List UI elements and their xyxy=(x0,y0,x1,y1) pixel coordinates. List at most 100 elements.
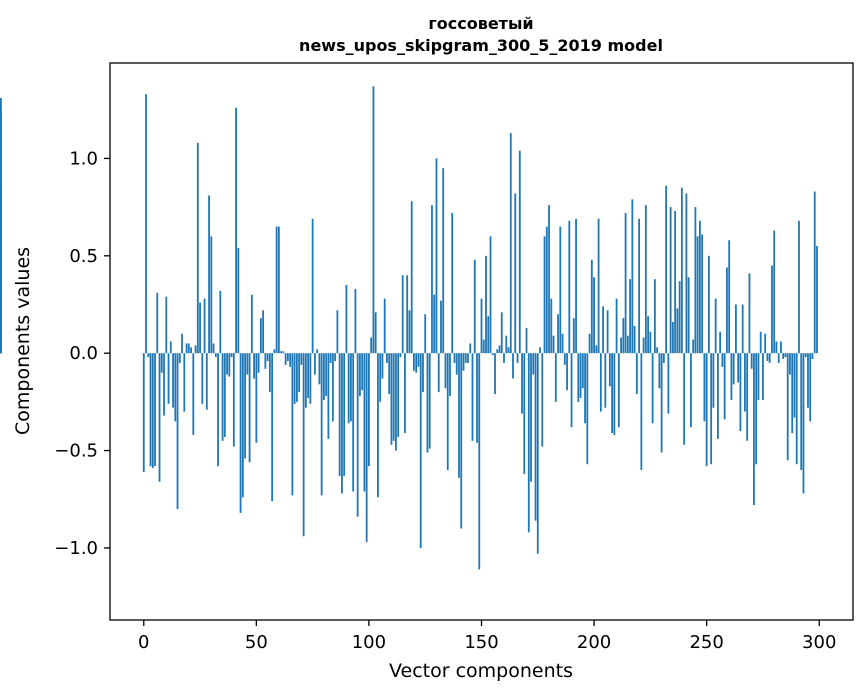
bar xyxy=(566,353,568,391)
bar xyxy=(491,353,494,356)
bar xyxy=(732,353,735,385)
bar xyxy=(455,353,458,375)
bar xyxy=(298,353,301,393)
bar xyxy=(377,353,379,498)
bar xyxy=(334,353,337,361)
bar xyxy=(338,353,341,476)
bar xyxy=(473,259,476,354)
bar xyxy=(428,353,431,449)
bar xyxy=(208,195,210,354)
bar xyxy=(656,347,659,354)
bar xyxy=(201,353,204,404)
bar xyxy=(577,353,580,402)
bar xyxy=(329,353,332,363)
bar xyxy=(413,353,415,371)
bar xyxy=(478,353,481,570)
bar xyxy=(174,353,177,422)
bar xyxy=(487,316,490,354)
bar xyxy=(386,353,388,363)
bar xyxy=(451,212,454,354)
bar xyxy=(460,353,463,529)
bar xyxy=(318,353,321,385)
bar xyxy=(764,333,767,354)
bar xyxy=(584,353,586,424)
bar xyxy=(433,294,436,354)
bar xyxy=(514,193,517,354)
bar xyxy=(568,220,571,354)
bar xyxy=(532,353,535,375)
bar xyxy=(771,265,773,354)
bar xyxy=(145,94,147,354)
bar xyxy=(674,211,677,354)
bar xyxy=(293,353,296,404)
bar xyxy=(275,226,278,354)
bar xyxy=(575,218,577,354)
bar xyxy=(181,333,183,354)
bar xyxy=(343,353,346,476)
bar xyxy=(714,298,717,354)
bar xyxy=(435,158,438,354)
bar xyxy=(291,353,294,496)
bar xyxy=(534,353,537,521)
bar xyxy=(755,353,758,465)
bar xyxy=(635,353,638,395)
bar xyxy=(392,353,395,441)
bar xyxy=(289,353,292,367)
bar xyxy=(696,236,699,354)
bar xyxy=(638,218,641,354)
bar xyxy=(241,353,244,498)
bar xyxy=(768,353,771,363)
bar xyxy=(437,353,440,393)
bar xyxy=(205,353,208,410)
bar xyxy=(352,353,355,492)
bar xyxy=(332,353,334,422)
bar xyxy=(415,353,418,373)
bar xyxy=(449,353,451,397)
bar xyxy=(793,353,796,418)
bar xyxy=(442,168,445,354)
bar xyxy=(622,318,625,354)
bar xyxy=(777,353,780,363)
bar xyxy=(708,255,710,354)
bar xyxy=(462,353,465,371)
bar xyxy=(726,267,728,354)
bar xyxy=(458,353,460,478)
bar xyxy=(372,86,375,354)
bar xyxy=(368,353,370,467)
bar xyxy=(302,353,305,537)
bar xyxy=(689,353,692,428)
bar xyxy=(320,353,323,496)
bar xyxy=(615,298,618,354)
bar xyxy=(629,279,631,354)
bar xyxy=(692,339,695,354)
bar-series xyxy=(0,86,818,570)
bar xyxy=(347,353,350,424)
x-tick-label: 300 xyxy=(802,632,836,653)
bar xyxy=(250,294,253,354)
bar xyxy=(185,343,188,354)
bar xyxy=(494,353,496,395)
bar xyxy=(304,353,307,408)
bar xyxy=(325,353,328,397)
bar xyxy=(322,353,325,400)
bar xyxy=(232,353,235,447)
bar xyxy=(422,353,424,393)
bar xyxy=(712,353,715,408)
bar xyxy=(424,314,427,354)
bar xyxy=(280,351,283,354)
bar xyxy=(735,304,737,354)
bar xyxy=(809,353,812,422)
bar xyxy=(190,347,192,354)
bar xyxy=(604,353,607,408)
bar xyxy=(406,275,409,354)
bar xyxy=(570,353,573,428)
bar xyxy=(559,226,562,354)
bar xyxy=(485,255,487,354)
x-axis-ticks: 0 50 100 150 200 250 300 xyxy=(138,620,836,653)
bar xyxy=(816,246,818,354)
bar xyxy=(345,285,348,354)
bar xyxy=(660,353,663,453)
bar xyxy=(503,353,505,363)
bar xyxy=(381,353,384,379)
y-tick-label: −0.5 xyxy=(54,441,98,462)
